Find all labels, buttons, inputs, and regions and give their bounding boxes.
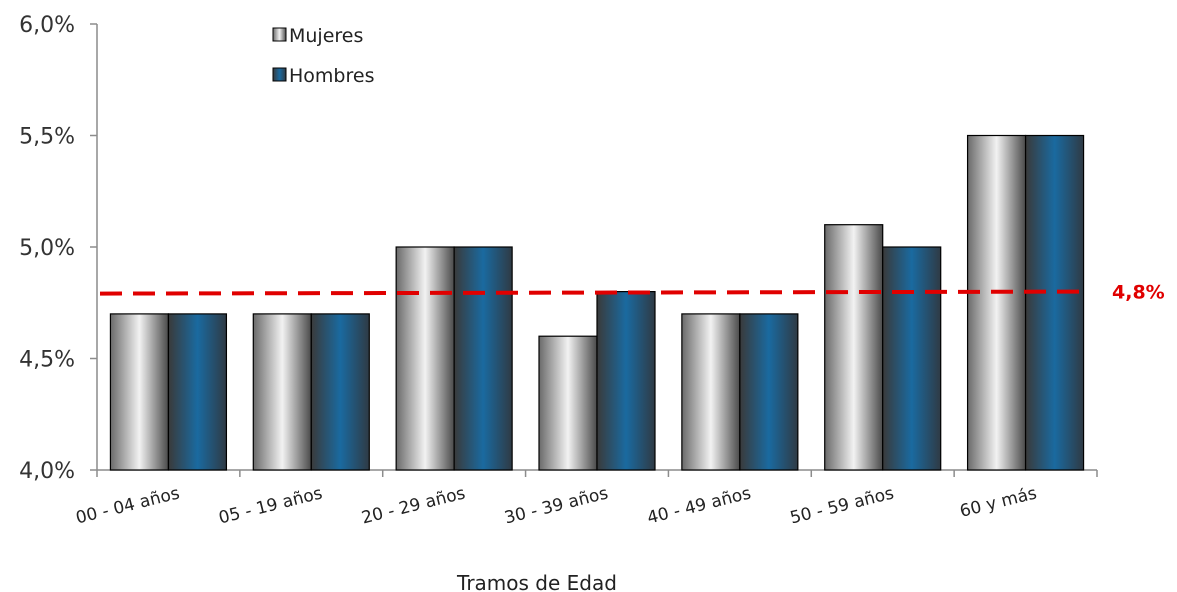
bar-hombres [1024,134,1085,471]
y-tick-label: 4,0% [19,459,75,484]
bar-mujeres [538,335,598,471]
bar-mujeres [824,224,884,471]
x-tick-label: 40 - 49 años [645,483,753,528]
bar-hombres [882,246,942,471]
y-tick-label: 6,0% [19,13,75,38]
legend-swatch-mujeres [272,27,287,42]
bar-hombres [453,246,513,471]
bar-hombres [167,313,228,471]
bar-mujeres [681,313,741,471]
reference-line-label: 4,8% [1112,282,1165,304]
legend-label-hombres: Hombres [289,65,374,87]
x-tick-label: 60 y más [958,483,1039,521]
x-axis-title: Tramos de Edad [456,571,617,592]
legend-label-mujeres: Mujeres [289,25,363,47]
bar-mujeres [395,246,455,471]
x-tick-label: 00 - 04 años [74,483,182,528]
y-tick-label: 4,5% [19,348,75,373]
x-tick-label: 30 - 39 años [502,483,610,528]
bar-mujeres [966,134,1027,471]
bar-mujeres [109,313,170,471]
y-tick-label: 5,0% [19,236,75,261]
bar-hombres [739,313,799,471]
bar-hombres [310,313,370,471]
bar-hombres [596,291,656,471]
average-reference-line [99,289,1086,296]
y-tick-label: 5,5% [19,125,75,150]
legend-swatch-hombres [272,67,287,82]
plot-area: 4,0% 4,5% 5,0% 5,5% 6,0% 00 - 04 años 05 - 19 … [19,13,1165,529]
x-tick-label: 50 - 59 años [788,483,896,528]
bar-mujeres [252,313,312,471]
x-tick-label: 20 - 29 años [360,483,468,528]
x-tick-label: 05 - 19 años [217,483,325,528]
